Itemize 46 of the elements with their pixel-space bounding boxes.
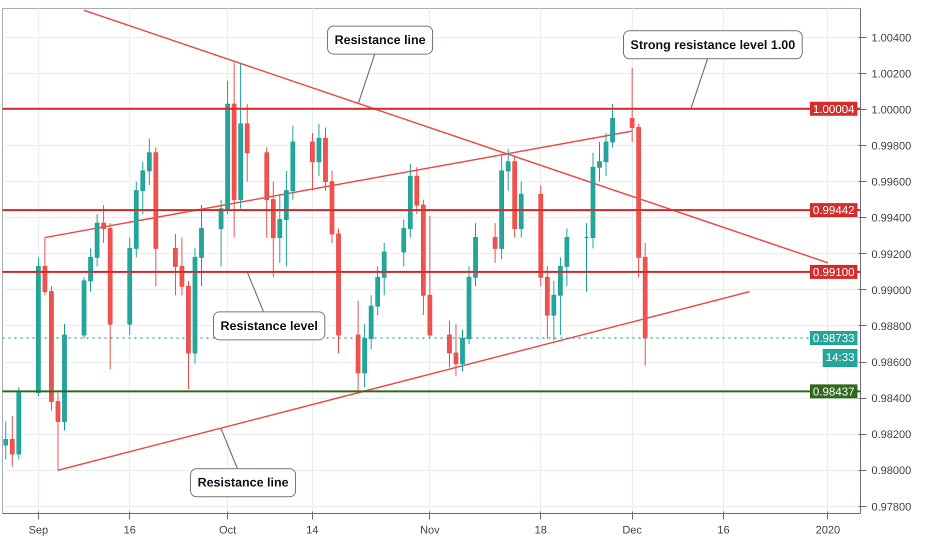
x-tick-label: 16 [124, 524, 136, 536]
y-tick-label: 0.97800 [872, 501, 912, 514]
x-tick-label: 18 [534, 524, 547, 536]
ref-line-label: 0.99100 [812, 266, 855, 279]
y-tick-label: 1.00400 [872, 32, 912, 44]
x-tick-label: 16 [717, 524, 730, 536]
y-tick-label: 1.00200 [872, 68, 912, 80]
y-tick-label: 0.98400 [872, 393, 912, 406]
x-tick-label: Oct [219, 524, 236, 536]
annotation: Resistance line [334, 33, 426, 48]
candlestick [454, 324, 458, 377]
ref-line-label: 1.00004 [812, 104, 856, 116]
y-tick-label: 0.99200 [872, 248, 912, 261]
annotation: Resistance line [198, 476, 289, 490]
candlestick [140, 161, 146, 215]
x-tick-label: Dec [622, 524, 642, 536]
x-tick-label: 2020 [816, 524, 840, 536]
candlestick [492, 222, 498, 264]
x-tick-label: Sep [28, 524, 48, 536]
y-tick-label: 0.99600 [872, 176, 912, 189]
y-tick-label: 0.98600 [872, 357, 912, 369]
y-tick-label: 0.98000 [872, 465, 912, 478]
annotation: 14:33 [826, 352, 855, 364]
y-tick-label: 0.98200 [872, 429, 912, 442]
candlestick [146, 138, 152, 186]
candlestick [401, 219, 406, 267]
candlestick [3, 421, 8, 460]
candlestick [316, 123, 322, 177]
candlestick [277, 194, 282, 264]
candlestick [447, 320, 452, 368]
y-tick-label: 0.99800 [872, 140, 912, 153]
y-tick-label: 0.98800 [872, 320, 912, 333]
candlestick [218, 199, 224, 267]
candlestick [610, 104, 615, 148]
ref-line-label: 0.98733 [812, 333, 855, 346]
candlestick [506, 148, 511, 192]
ref-line-label: 0.99442 [812, 205, 855, 218]
y-tick-label: 0.99000 [872, 284, 912, 297]
candlestick [10, 416, 15, 468]
annotation: Resistance level [220, 318, 318, 333]
ref-line-label: 0.98437 [812, 386, 855, 398]
x-tick-label: 14 [306, 524, 319, 536]
x-tick-label: Nov [420, 524, 440, 536]
annotation: Strong resistance level 1.00 [630, 38, 796, 52]
y-tick-label: 0.99400 [872, 212, 912, 225]
y-tick-label: 1.00000 [872, 104, 912, 116]
